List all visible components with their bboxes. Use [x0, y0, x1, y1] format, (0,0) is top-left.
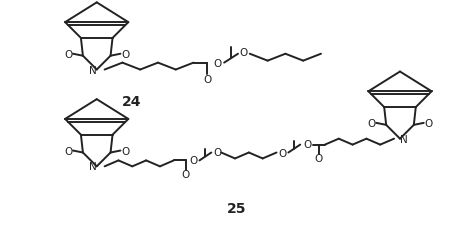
Text: O: O: [213, 58, 221, 68]
Text: O: O: [64, 146, 72, 156]
Text: O: O: [240, 47, 248, 57]
Text: O: O: [315, 154, 323, 164]
Text: O: O: [203, 75, 211, 85]
Text: N: N: [89, 162, 97, 172]
Text: O: O: [190, 156, 198, 166]
Text: N: N: [400, 134, 408, 144]
Text: O: O: [121, 146, 129, 156]
Text: O: O: [121, 49, 129, 59]
Text: N: N: [89, 65, 97, 75]
Text: O: O: [303, 139, 311, 149]
Text: O: O: [367, 118, 375, 128]
Text: O: O: [278, 148, 287, 158]
Text: O: O: [425, 118, 433, 128]
Text: O: O: [213, 147, 221, 157]
Text: 24: 24: [121, 95, 141, 109]
Text: O: O: [64, 49, 72, 59]
Text: O: O: [182, 170, 190, 180]
Text: 25: 25: [227, 201, 247, 215]
